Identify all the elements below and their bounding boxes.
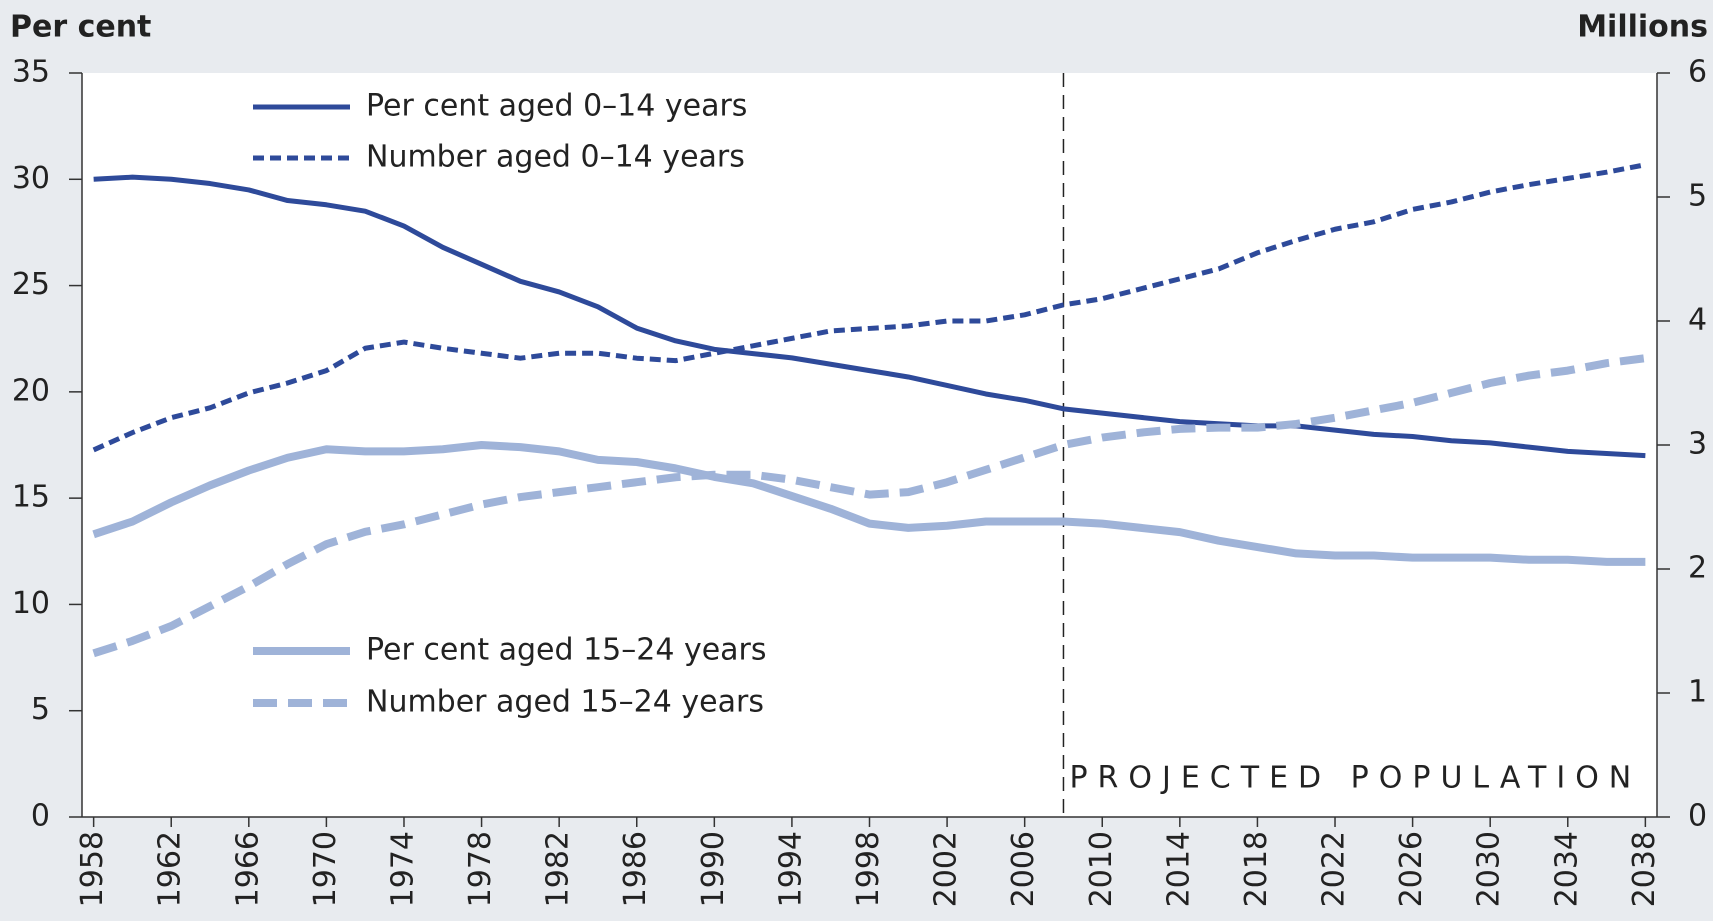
y2-tick-label: 1 [1688,675,1707,710]
legend-label: Number aged 0–14 years [366,140,745,175]
y-tick-label: 5 [31,692,50,727]
series-line [93,174,1646,459]
x-tick-label: 1994 [773,831,808,907]
y2-tick-label: 0 [1688,799,1707,834]
x-tick-label: 1986 [618,831,653,907]
plot-area [82,73,1657,817]
x-tick-label: 2010 [1084,831,1119,907]
x-tick-label: 2006 [1006,831,1041,907]
y-tick-label: 20 [12,373,50,408]
y2-tick-label: 4 [1688,303,1707,338]
legend-label: Number aged 15–24 years [366,685,764,720]
legend-label: Per cent aged 15–24 years [366,633,767,668]
y2-axis-label: Millions [1577,10,1708,45]
x-tick-label: 1978 [463,831,498,907]
y-tick-label: 10 [12,586,50,621]
x-tick-label: 1970 [308,831,343,907]
x-tick-label: 2014 [1161,831,1196,907]
x-tick-label: 1990 [696,831,731,907]
y2-tick-label: 5 [1688,179,1707,214]
series-line [92,354,1646,658]
x-tick-label: 1966 [230,831,265,907]
x-tick-label: 2026 [1394,831,1429,907]
annotation: PROJECTED POPULATION [1069,761,1641,796]
x-tick-label: 1962 [153,831,188,907]
y2-tick-label: 6 [1688,55,1707,90]
y-tick-label: 0 [31,799,50,834]
y2-tick-label: 3 [1688,427,1707,462]
y-tick-label: 15 [12,480,50,515]
x-tick-label: 2002 [929,831,964,907]
x-tick-label: 2034 [1549,831,1584,907]
y2-tick-label: 2 [1688,551,1707,586]
y-tick-label: 35 [12,55,50,90]
x-tick-label: 1974 [385,831,420,907]
series-line [92,441,1646,566]
y-axis-label: Per cent [10,10,151,45]
x-tick-label: 2022 [1317,831,1352,907]
x-tick-label: 2030 [1472,831,1507,907]
x-tick-label: 2018 [1239,831,1274,907]
series-line [92,162,1646,453]
x-tick-label: 1958 [75,831,110,907]
x-tick-label: 2038 [1627,831,1662,907]
legend-label: Per cent aged 0–14 years [366,89,747,124]
x-tick-label: 1998 [851,831,886,907]
y-tick-label: 30 [12,161,50,196]
x-tick-label: 1982 [541,831,576,907]
y-tick-label: 25 [12,267,50,302]
